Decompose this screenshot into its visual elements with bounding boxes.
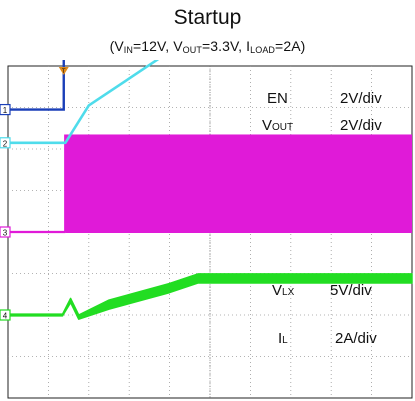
- trigger-arrow: [58, 67, 69, 75]
- vout-trace: [8, 60, 160, 145]
- label-sub: OUT: [272, 122, 293, 133]
- label-il: IL: [278, 330, 288, 347]
- en-trace: [8, 60, 65, 111]
- channel-marker-box: [0, 103, 11, 116]
- label-sub: LX: [282, 287, 295, 298]
- label-main: V: [272, 282, 282, 299]
- channel-marker-vout: 2: [0, 137, 11, 149]
- channel-markers: 1 2 3 4 T: [0, 67, 69, 321]
- traces: [7, 60, 413, 320]
- label-main: I: [278, 330, 282, 347]
- scale-en: 2V/div: [340, 90, 382, 107]
- label-vout: VOUT: [262, 117, 293, 134]
- trigger-letter: T: [62, 69, 66, 75]
- vlx-switching: [65, 134, 413, 233]
- channel-marker-number: 2: [3, 139, 8, 148]
- vin-sym: V: [114, 38, 124, 54]
- trigger-marker: T: [58, 67, 69, 75]
- chart-subtitle: (VIN=12V, VOUT=3.3V, ILOAD=2A): [109, 38, 306, 55]
- label-en: EN: [267, 90, 288, 107]
- label-sub: L: [282, 335, 288, 346]
- vin-val: =12V,: [133, 38, 174, 54]
- scale-il: 2A/div: [335, 330, 377, 347]
- il-trace: [7, 273, 413, 320]
- vout-sub: OUT: [182, 45, 202, 55]
- channel-marker-en: 1: [0, 103, 11, 116]
- vout-sym: V: [173, 38, 183, 54]
- label-vlx: VLX: [272, 282, 295, 299]
- channel-marker-box: [0, 226, 11, 238]
- vin-sub: IN: [123, 45, 133, 55]
- channel-marker-box: [0, 137, 11, 149]
- iload-sym: I: [246, 38, 251, 54]
- label-main: V: [262, 117, 272, 134]
- chart-title: Startup: [173, 6, 242, 29]
- channel-marker-box: [0, 309, 11, 321]
- scale-vout: 2V/div: [340, 117, 382, 134]
- channel-marker-vlx: 3: [0, 226, 11, 238]
- channel-marker-number: 1: [3, 106, 8, 115]
- scale-vlx: 5V/div: [330, 282, 372, 299]
- channel-marker-il: 4: [0, 309, 11, 321]
- iload-sub: LOAD: [250, 45, 276, 55]
- channel-marker-number: 3: [3, 229, 8, 238]
- iload-val: =2A): [275, 38, 306, 54]
- vout-val: =3.3V,: [201, 38, 247, 54]
- channel-marker-number: 4: [3, 312, 8, 321]
